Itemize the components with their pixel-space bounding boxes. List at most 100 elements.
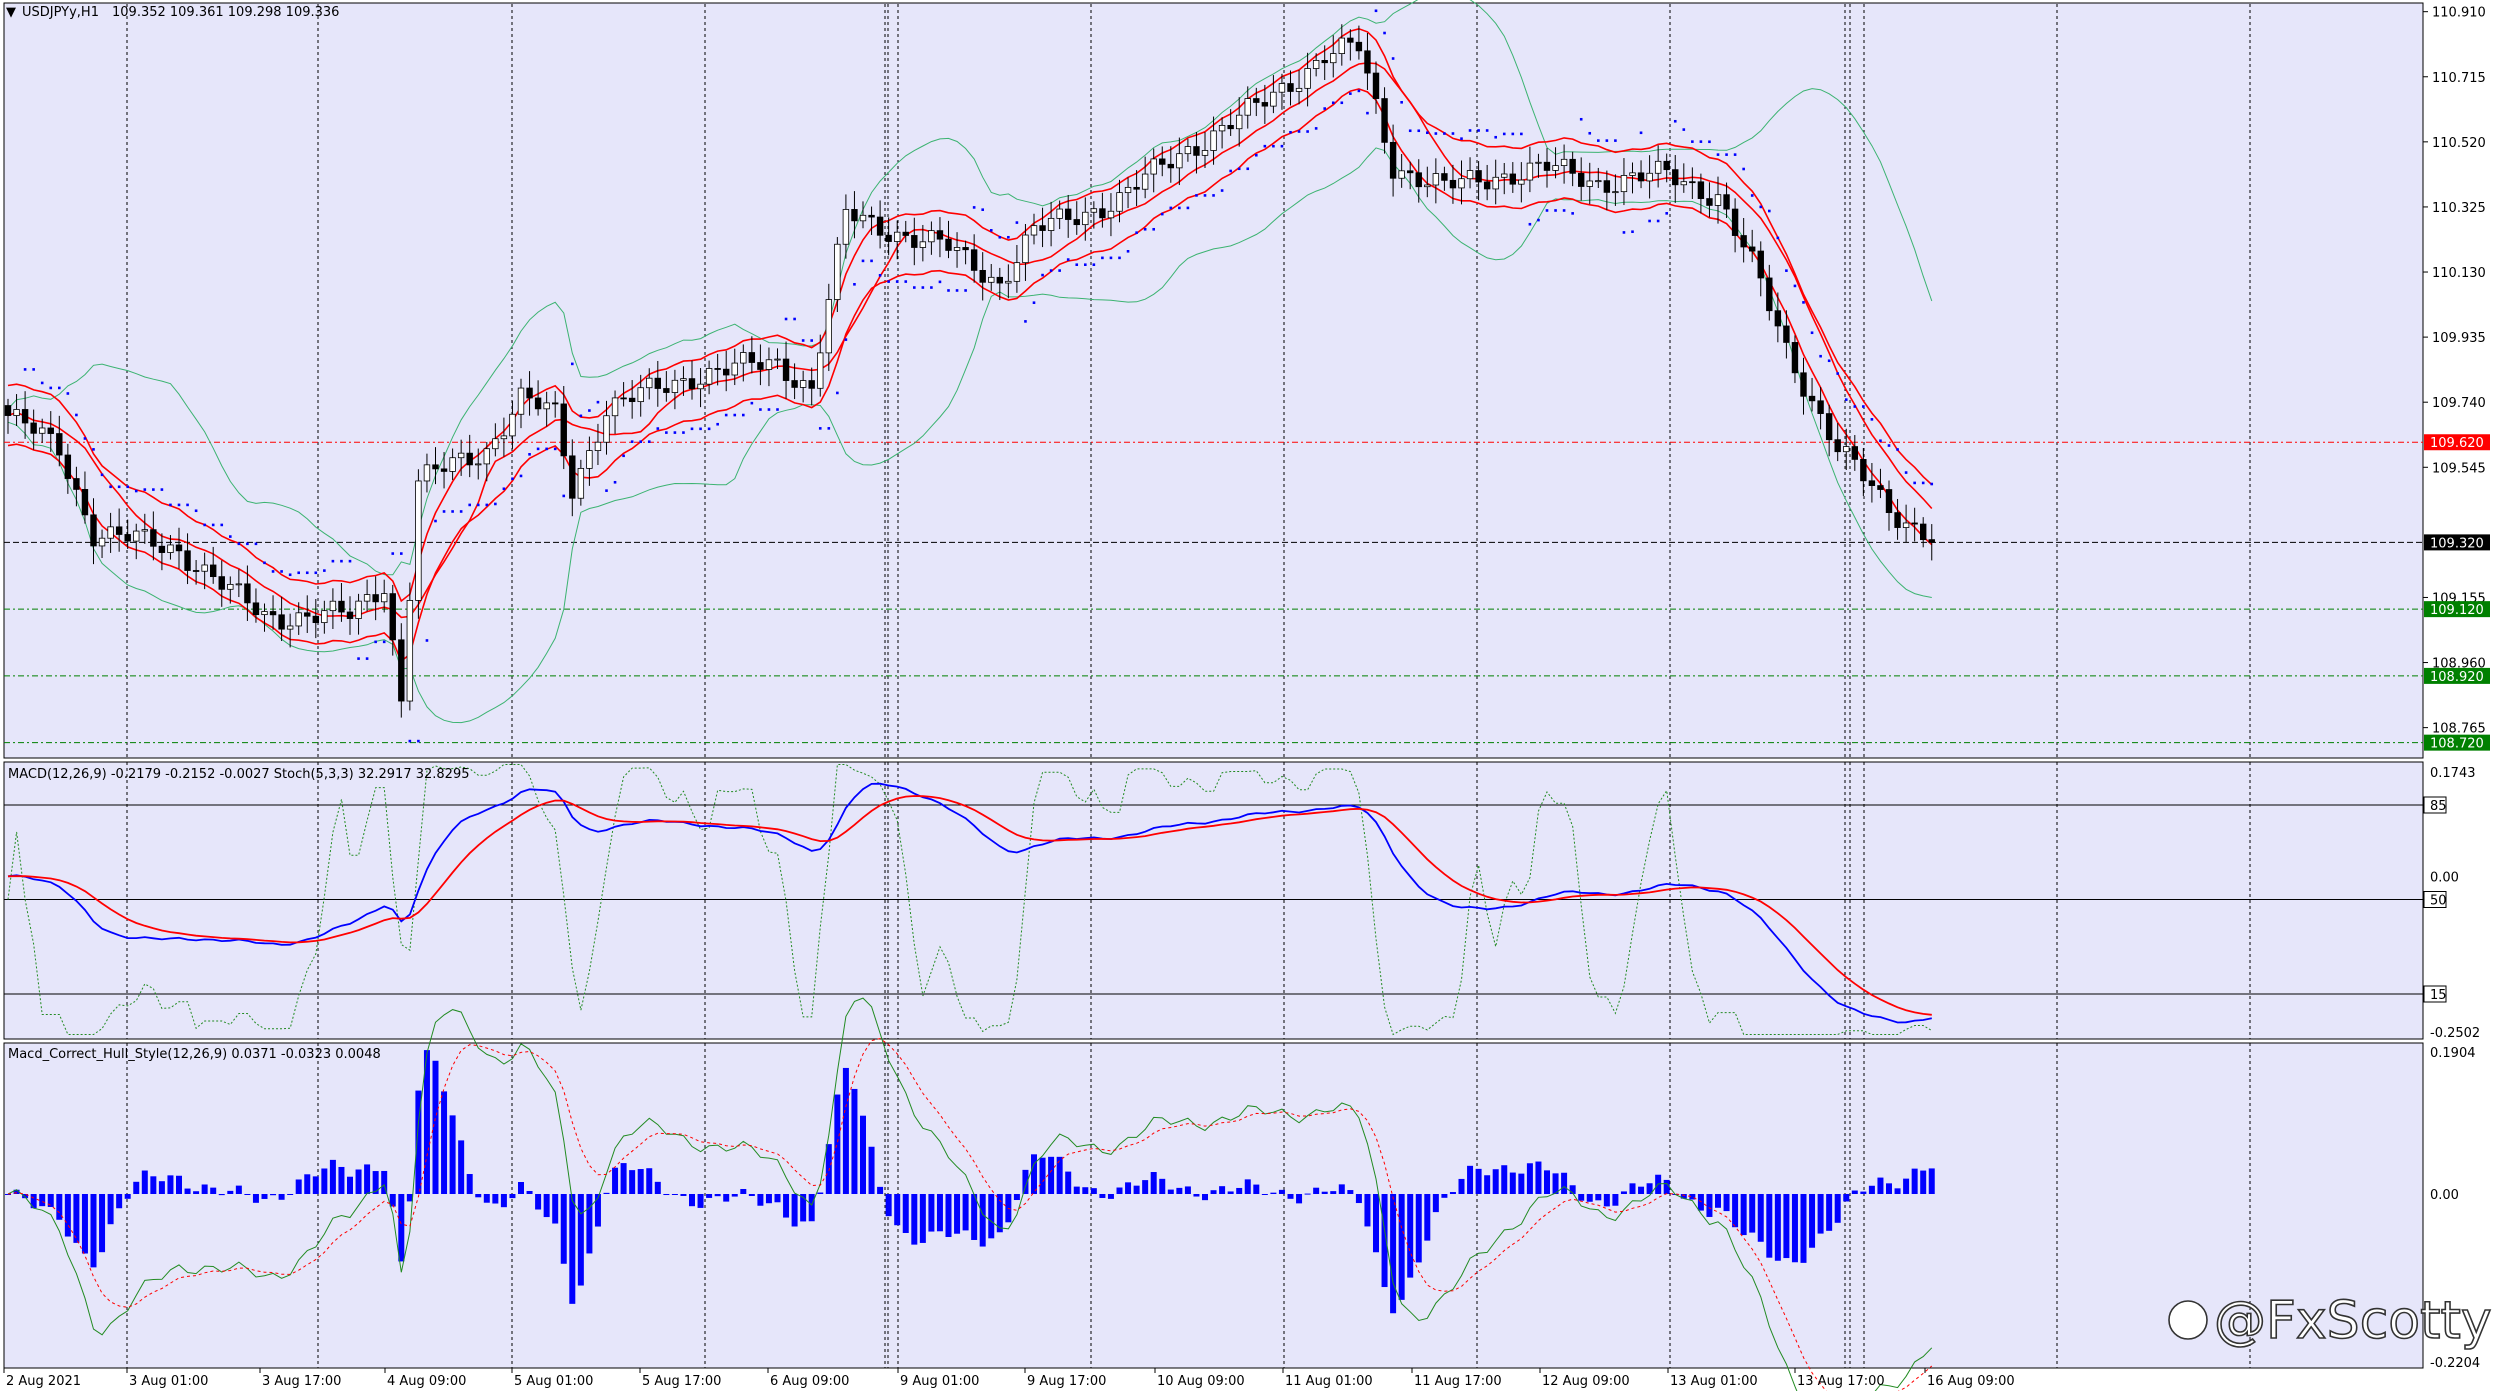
price-tick-label: 110.910 — [2432, 6, 2486, 21]
hull-hist-bar — [1612, 1193, 1619, 1206]
hull-hist-bar — [252, 1193, 259, 1203]
psar-dot — [1485, 129, 1489, 132]
psar-dot — [126, 485, 129, 489]
psar-dot — [194, 509, 198, 513]
hull-hist-bar — [261, 1193, 268, 1199]
hull-hist-bar — [184, 1188, 191, 1194]
hull-hist-bar — [1928, 1168, 1935, 1194]
price-tick-label: 110.520 — [2432, 136, 2486, 151]
psar-dot — [1528, 222, 1532, 226]
hull-hist-bar — [475, 1193, 482, 1198]
hull-hist-bar — [218, 1193, 225, 1196]
hull-hist-bar — [757, 1193, 764, 1206]
candle-body — [466, 452, 473, 466]
psar-dot — [1879, 439, 1882, 443]
candle-body — [1039, 225, 1046, 231]
chart-collapse-icon[interactable]: ▼ — [6, 5, 16, 20]
candle-body — [1141, 173, 1149, 190]
psar-dot — [861, 259, 865, 263]
psar-dot — [305, 571, 309, 575]
hull-hist-bar — [1680, 1193, 1687, 1199]
hull-hist-bar — [278, 1193, 285, 1200]
psar-dot — [1571, 212, 1574, 215]
candle-body — [543, 402, 550, 410]
hull-hist-bar — [81, 1193, 88, 1254]
hull-macd-panel[interactable] — [3, 1042, 2424, 1369]
psar-dot — [844, 338, 848, 341]
hull-hist-bar — [1552, 1173, 1559, 1194]
psar-dot — [23, 368, 27, 371]
psar-dot — [1716, 153, 1720, 156]
candle-body — [1560, 158, 1568, 167]
candle-body — [1535, 161, 1542, 164]
psar-dot — [1691, 140, 1694, 143]
hull-hist-bar — [1458, 1178, 1465, 1194]
candle-body — [423, 464, 431, 482]
psar-dot — [938, 280, 942, 284]
candle-body — [1620, 175, 1628, 193]
psar-dot — [1178, 206, 1181, 210]
candle-body — [209, 564, 217, 578]
candle-body — [671, 379, 679, 393]
psar-dot — [134, 489, 138, 493]
hull-header: Macd_Correct_Hull_Style(12,26,9) 0.0371 … — [8, 1047, 381, 1062]
candle-body — [167, 544, 174, 553]
hull-hist-bar — [1868, 1185, 1875, 1194]
candle-body — [1791, 342, 1799, 374]
candle-body — [970, 249, 978, 271]
hull-hist-bar — [560, 1193, 567, 1264]
psar-dot — [348, 559, 352, 563]
candle-body — [1783, 325, 1790, 343]
candle-body — [1116, 192, 1123, 212]
hull-hist-bar — [783, 1193, 790, 1218]
psar-dot — [1588, 131, 1592, 135]
candle-body — [406, 600, 414, 702]
candle-body — [1689, 181, 1696, 184]
candle-body — [834, 243, 841, 300]
candle-body — [1201, 150, 1209, 156]
ma-center — [7, 62, 1933, 619]
psar-dot — [1648, 219, 1651, 223]
candle-body — [1022, 234, 1029, 264]
hull-hist-bar — [1407, 1193, 1414, 1278]
candle-body — [1697, 181, 1705, 199]
hull-hist-bar — [654, 1181, 661, 1194]
psar-dot — [220, 523, 224, 527]
hull-hist-bar — [612, 1167, 619, 1194]
level-price-label: 108.920 — [2430, 670, 2484, 685]
hull-hist-bar — [988, 1193, 995, 1239]
hull-histogram — [5, 997, 1935, 1391]
psar-dot — [921, 286, 925, 289]
hull-hist-bar — [1501, 1165, 1508, 1194]
psar-dot — [374, 640, 377, 644]
psar-dot — [1331, 101, 1335, 105]
psar-dot — [211, 523, 215, 527]
macd-stoch-panel[interactable] — [3, 761, 2424, 1040]
stoch-level-tag — [2423, 891, 2447, 908]
psar-dot — [1391, 57, 1395, 60]
candle-body — [1868, 480, 1876, 486]
hull-hist-bar — [1167, 1189, 1174, 1194]
time-label: 16 Aug 09:00 — [1927, 1374, 2015, 1389]
hull-hist-bar — [825, 1144, 832, 1194]
hull-hist-bar — [1603, 1193, 1610, 1207]
hull-hist-bar — [1236, 1187, 1243, 1194]
stoch-level-tag — [2423, 985, 2447, 1003]
psar-dot — [32, 368, 35, 371]
hull-hist-bar — [1398, 1193, 1405, 1300]
psar-dot — [605, 489, 608, 492]
psar-dot — [117, 485, 121, 489]
psar-dot — [1408, 129, 1412, 133]
psar-dot — [1554, 209, 1557, 212]
psar-dot — [818, 427, 822, 430]
psar-dot — [1280, 144, 1284, 148]
psar-dot — [1126, 249, 1130, 253]
macd-signal-line — [7, 795, 1932, 1016]
psar-dot — [1340, 101, 1344, 105]
candle-body — [1304, 68, 1311, 89]
hull-hist-bar — [312, 1176, 319, 1194]
stoch-level-tag — [2423, 796, 2447, 814]
psar-dot — [75, 413, 78, 417]
psar-dot — [1255, 153, 1258, 157]
